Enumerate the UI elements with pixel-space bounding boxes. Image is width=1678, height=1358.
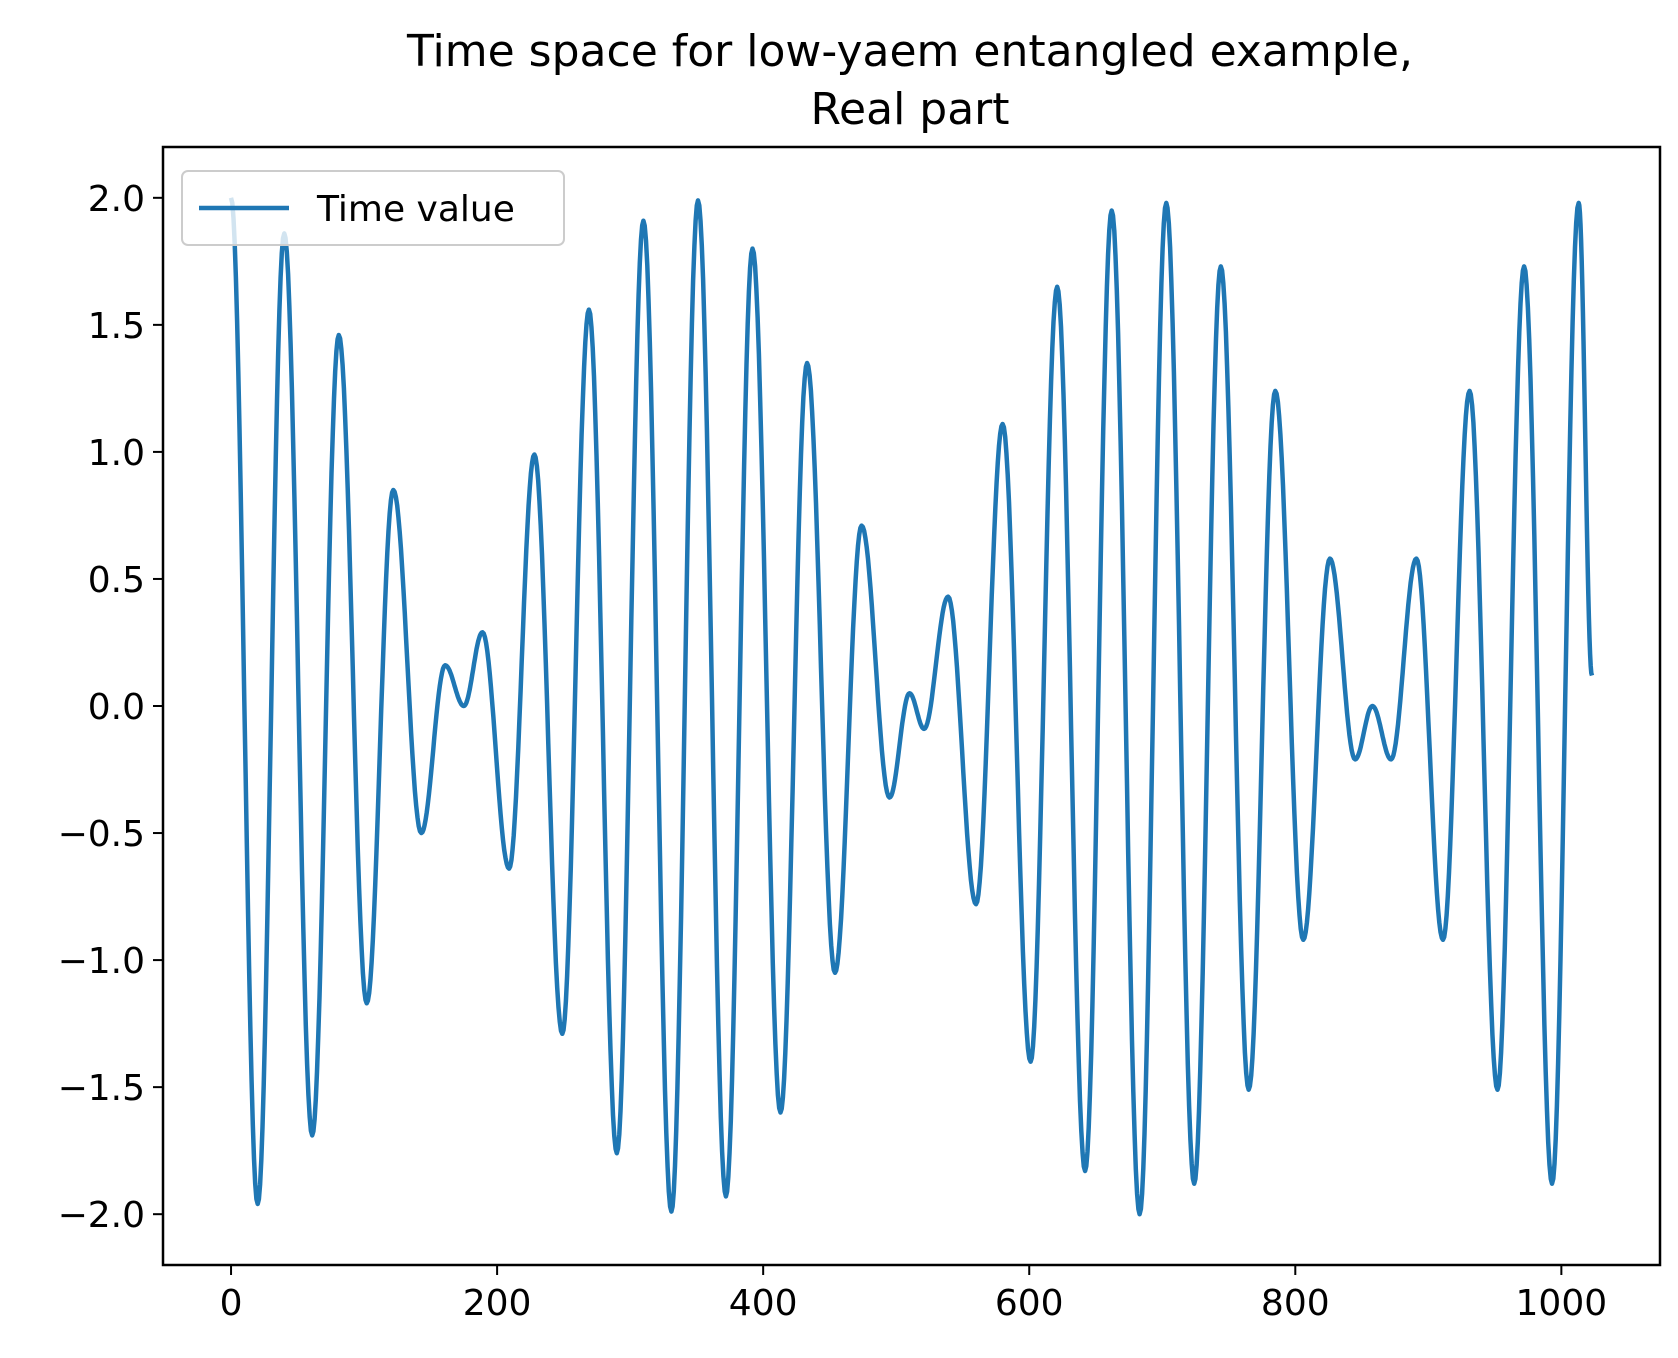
x-tick-label: 1000 (1516, 1283, 1608, 1324)
legend-box (181, 170, 565, 246)
x-tick-label: 600 (995, 1283, 1064, 1324)
chart-title-line-1: Time space for low-yaem entangled exampl… (406, 26, 1413, 77)
x-tick-label: 200 (463, 1283, 532, 1324)
x-axis: 0 200 400 600 800 1000 (220, 1265, 1608, 1324)
series-line-time-value (228, 197, 1595, 1217)
y-tick-label: 0.0 (88, 687, 145, 728)
plot-area (228, 197, 1595, 1217)
y-tick-label: −1.0 (58, 941, 145, 982)
y-tick-label: 1.0 (88, 433, 145, 474)
y-tick-label: −2.0 (58, 1195, 145, 1236)
y-tick-label: 1.5 (88, 306, 145, 347)
x-tick-label: 400 (729, 1283, 798, 1324)
y-axis: 2.0 1.5 1.0 0.5 0.0 −0.5 −1.0 −1.5 −2.0 (58, 179, 163, 1236)
y-tick-label: −0.5 (58, 814, 145, 855)
y-tick-label: 2.0 (88, 179, 145, 220)
x-tick-label: 0 (220, 1283, 243, 1324)
chart-title-line-2: Real part (810, 84, 1009, 135)
axes-frame (161, 145, 1662, 1267)
y-tick-label: −1.5 (58, 1068, 145, 1109)
legend-label-time-value: Time value (316, 189, 515, 230)
legend: Time value (181, 170, 565, 246)
y-tick-label: 0.5 (88, 560, 145, 601)
x-tick-label: 800 (1261, 1283, 1330, 1324)
